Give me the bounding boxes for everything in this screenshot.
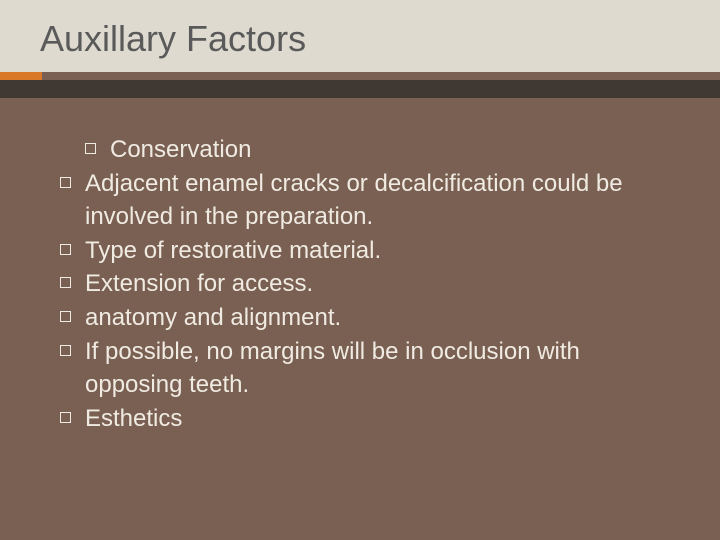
bullet-text: anatomy and alignment. bbox=[85, 301, 341, 335]
square-bullet-icon bbox=[60, 311, 71, 322]
bullet-item: Esthetics bbox=[60, 402, 675, 436]
square-bullet-icon bbox=[60, 277, 71, 288]
bullet-item: Conservation bbox=[60, 133, 675, 167]
slide-title: Auxillary Factors bbox=[40, 18, 720, 60]
bullet-text: If possible, no margins will be in occlu… bbox=[85, 335, 675, 402]
bullet-text: Type of restorative material. bbox=[85, 234, 381, 268]
bullet-item: If possible, no margins will be in occlu… bbox=[60, 335, 675, 402]
bullet-text: Esthetics bbox=[85, 402, 182, 436]
square-bullet-icon bbox=[60, 345, 71, 356]
bullet-text: Extension for access. bbox=[85, 267, 313, 301]
square-bullet-icon bbox=[85, 143, 96, 154]
accent-dark bbox=[0, 80, 720, 98]
accent-bar bbox=[0, 72, 720, 88]
square-bullet-icon bbox=[60, 244, 71, 255]
bullet-item: Extension for access. bbox=[60, 267, 675, 301]
bullet-item: Type of restorative material. bbox=[60, 234, 675, 268]
title-area: Auxillary Factors bbox=[0, 0, 720, 72]
bullet-text: Adjacent enamel cracks or decalcificatio… bbox=[85, 167, 675, 234]
bullet-list: ConservationAdjacent enamel cracks or de… bbox=[60, 133, 675, 435]
content-area: ConservationAdjacent enamel cracks or de… bbox=[0, 88, 720, 435]
square-bullet-icon bbox=[60, 412, 71, 423]
bullet-text: Conservation bbox=[110, 133, 251, 167]
bullet-item: Adjacent enamel cracks or decalcificatio… bbox=[60, 167, 675, 234]
square-bullet-icon bbox=[60, 177, 71, 188]
accent-orange bbox=[0, 72, 42, 80]
slide-container: Auxillary Factors ConservationAdjacent e… bbox=[0, 0, 720, 540]
bullet-item: anatomy and alignment. bbox=[60, 301, 675, 335]
